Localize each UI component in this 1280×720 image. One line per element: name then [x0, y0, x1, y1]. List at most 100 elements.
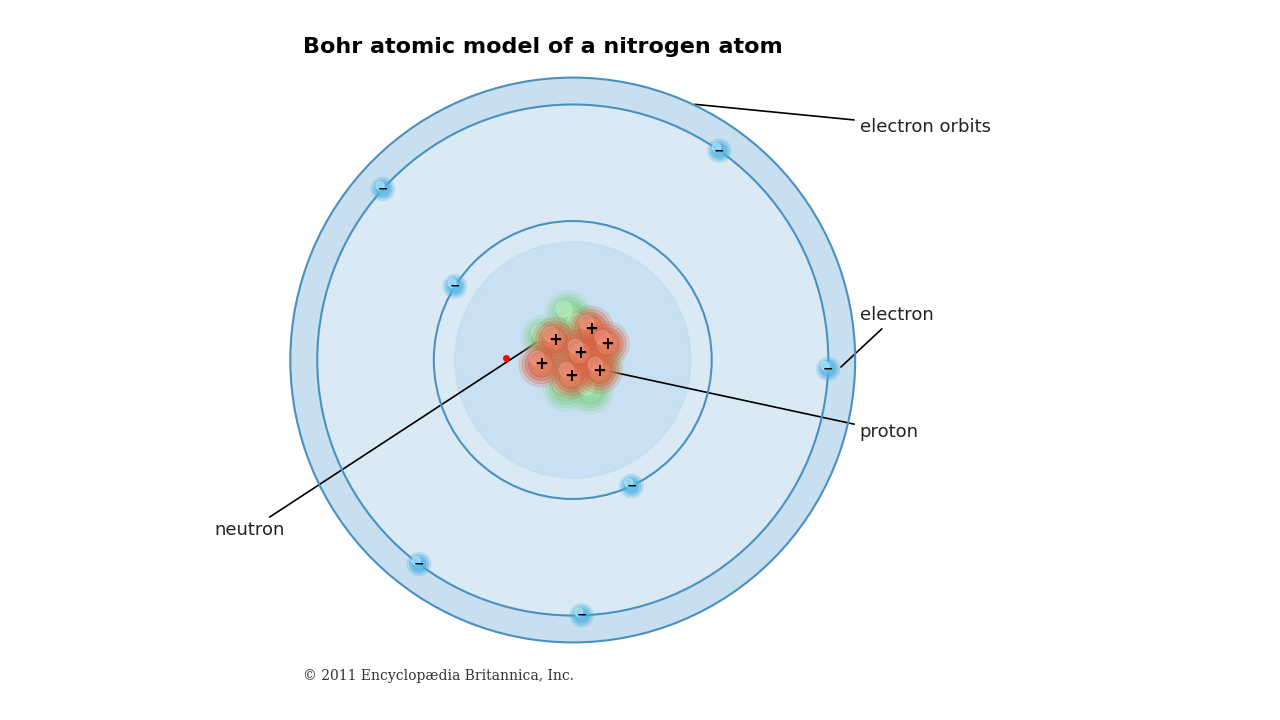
Circle shape: [620, 474, 643, 498]
Circle shape: [588, 388, 594, 395]
Circle shape: [543, 366, 588, 411]
Circle shape: [541, 328, 567, 353]
Circle shape: [568, 306, 613, 351]
Text: neutron: neutron: [214, 339, 541, 539]
Circle shape: [598, 359, 604, 365]
Circle shape: [538, 337, 570, 369]
Circle shape: [564, 310, 596, 342]
Circle shape: [823, 364, 833, 374]
Circle shape: [575, 608, 582, 616]
Circle shape: [548, 334, 561, 347]
Circle shape: [590, 361, 609, 380]
Circle shape: [589, 349, 614, 374]
Circle shape: [556, 301, 572, 317]
Circle shape: [415, 559, 424, 569]
Circle shape: [534, 333, 572, 372]
Circle shape: [543, 327, 558, 341]
Circle shape: [535, 328, 554, 347]
Circle shape: [518, 342, 563, 387]
Circle shape: [589, 349, 605, 365]
Circle shape: [531, 325, 557, 351]
Circle shape: [549, 354, 594, 399]
Circle shape: [817, 357, 840, 381]
Text: +: +: [573, 344, 586, 362]
Circle shape: [540, 341, 557, 356]
Circle shape: [530, 351, 544, 365]
Circle shape: [564, 337, 596, 369]
Text: electron: electron: [841, 306, 933, 367]
Circle shape: [577, 323, 584, 329]
Circle shape: [585, 346, 617, 378]
Circle shape: [453, 284, 457, 289]
Circle shape: [580, 351, 618, 390]
Text: −: −: [626, 480, 636, 492]
Circle shape: [591, 328, 623, 360]
Text: +: +: [593, 361, 607, 379]
Circle shape: [594, 331, 620, 356]
Circle shape: [556, 379, 575, 398]
Circle shape: [630, 484, 634, 488]
Circle shape: [547, 346, 559, 359]
Circle shape: [596, 367, 603, 374]
Circle shape: [412, 557, 426, 571]
Circle shape: [598, 334, 617, 354]
Circle shape: [443, 275, 467, 298]
Circle shape: [556, 300, 581, 326]
Circle shape: [553, 377, 568, 392]
Circle shape: [588, 325, 626, 363]
Text: +: +: [584, 320, 598, 338]
Circle shape: [573, 320, 586, 333]
Circle shape: [572, 606, 591, 625]
Circle shape: [571, 316, 590, 336]
Circle shape: [577, 611, 586, 620]
Circle shape: [562, 385, 568, 392]
Circle shape: [374, 180, 392, 198]
Circle shape: [376, 181, 384, 190]
Circle shape: [625, 479, 639, 493]
Text: Bohr atomic model of a nitrogen atom: Bohr atomic model of a nitrogen atom: [303, 37, 782, 58]
Circle shape: [577, 348, 622, 393]
Circle shape: [571, 372, 609, 410]
Circle shape: [595, 330, 609, 345]
Circle shape: [822, 361, 829, 370]
Circle shape: [552, 337, 558, 343]
Circle shape: [714, 146, 724, 156]
Circle shape: [562, 307, 575, 320]
Circle shape: [588, 325, 594, 332]
Circle shape: [376, 182, 390, 196]
Text: electron orbits: electron orbits: [695, 104, 991, 136]
Circle shape: [448, 279, 456, 287]
Circle shape: [625, 479, 632, 487]
Text: −: −: [714, 144, 724, 157]
Circle shape: [568, 369, 613, 414]
Circle shape: [558, 364, 584, 389]
Circle shape: [584, 323, 596, 335]
Circle shape: [575, 312, 607, 345]
Circle shape: [579, 379, 594, 395]
Circle shape: [627, 481, 636, 490]
Circle shape: [713, 143, 721, 151]
Circle shape: [378, 184, 388, 194]
Circle shape: [550, 350, 557, 356]
Circle shape: [412, 557, 420, 565]
Circle shape: [826, 366, 831, 372]
Circle shape: [522, 315, 567, 360]
Circle shape: [545, 291, 590, 336]
Circle shape: [593, 364, 605, 377]
Circle shape: [575, 375, 607, 408]
Circle shape: [407, 552, 430, 576]
Circle shape: [567, 314, 584, 329]
Circle shape: [525, 318, 563, 357]
Text: +: +: [564, 367, 577, 385]
Circle shape: [547, 369, 585, 408]
Circle shape: [577, 316, 603, 341]
Circle shape: [561, 333, 599, 372]
Circle shape: [822, 362, 835, 376]
Circle shape: [567, 313, 593, 338]
Circle shape: [454, 242, 691, 478]
Circle shape: [539, 324, 571, 356]
Circle shape: [713, 144, 726, 158]
Circle shape: [600, 338, 613, 350]
Text: −: −: [413, 557, 424, 570]
Circle shape: [451, 282, 460, 291]
